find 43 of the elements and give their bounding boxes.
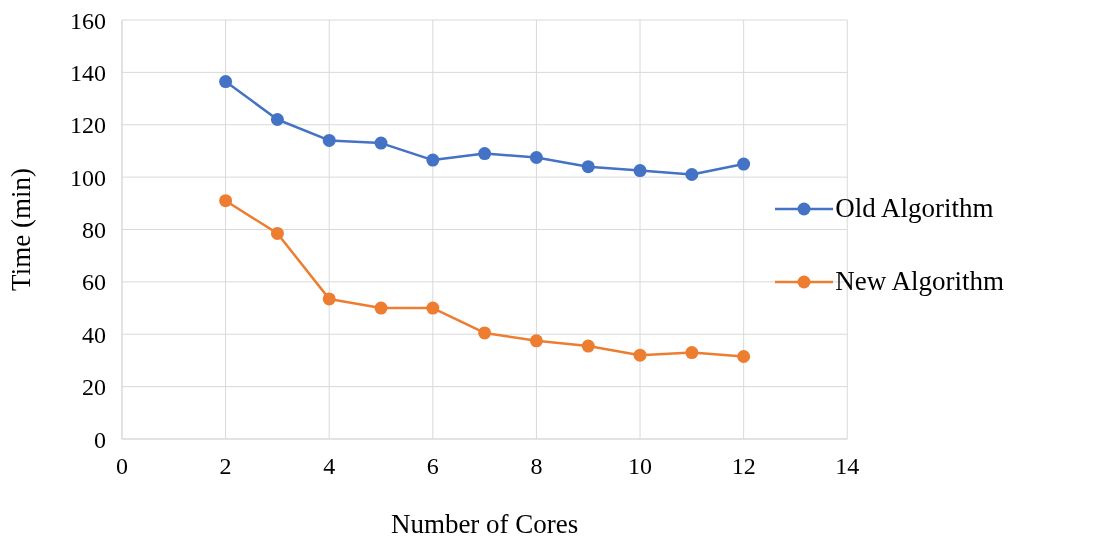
point [529, 334, 543, 348]
point [478, 147, 492, 161]
x-tick-label: 2 [219, 453, 232, 480]
x-axis-title: Number of Cores [390, 509, 579, 539]
x-tick-label: 12 [731, 453, 756, 480]
y-axis-title: Time (min) [5, 168, 36, 291]
point [581, 339, 595, 353]
y-tick-label: 100 [70, 164, 106, 191]
legend-label: New Algorithm [835, 266, 1004, 297]
point [478, 326, 492, 340]
point [322, 292, 336, 306]
point [219, 75, 233, 89]
x-tick-label: 4 [323, 453, 336, 480]
point [270, 113, 284, 127]
point [737, 350, 751, 364]
y-tick-label: 0 [94, 426, 106, 453]
point [581, 160, 595, 174]
point [374, 301, 388, 315]
y-tick-label: 140 [70, 59, 106, 86]
y-tick-label: 160 [70, 7, 106, 34]
y-tick-label: 80 [82, 217, 106, 244]
y-tick-label: 120 [70, 112, 106, 139]
point [270, 226, 284, 240]
x-tick-label: 0 [116, 453, 128, 480]
x-tick-label: 14 [835, 453, 860, 480]
point [322, 133, 336, 147]
point [737, 157, 751, 171]
x-tick-label: 8 [530, 453, 543, 480]
point [219, 194, 233, 208]
point [685, 168, 699, 182]
point [633, 348, 647, 362]
y-tick-label: 60 [82, 269, 106, 296]
point [633, 164, 647, 178]
x-tick-label: 6 [426, 453, 439, 480]
point [529, 150, 543, 164]
y-tick-label: 40 [82, 321, 106, 348]
point [426, 301, 440, 315]
legend-label: Old Algorithm [835, 193, 994, 224]
point [374, 136, 388, 150]
point [685, 346, 699, 360]
point [426, 153, 440, 167]
y-tick-label: 20 [82, 374, 106, 401]
x-tick-label: 10 [628, 453, 653, 480]
